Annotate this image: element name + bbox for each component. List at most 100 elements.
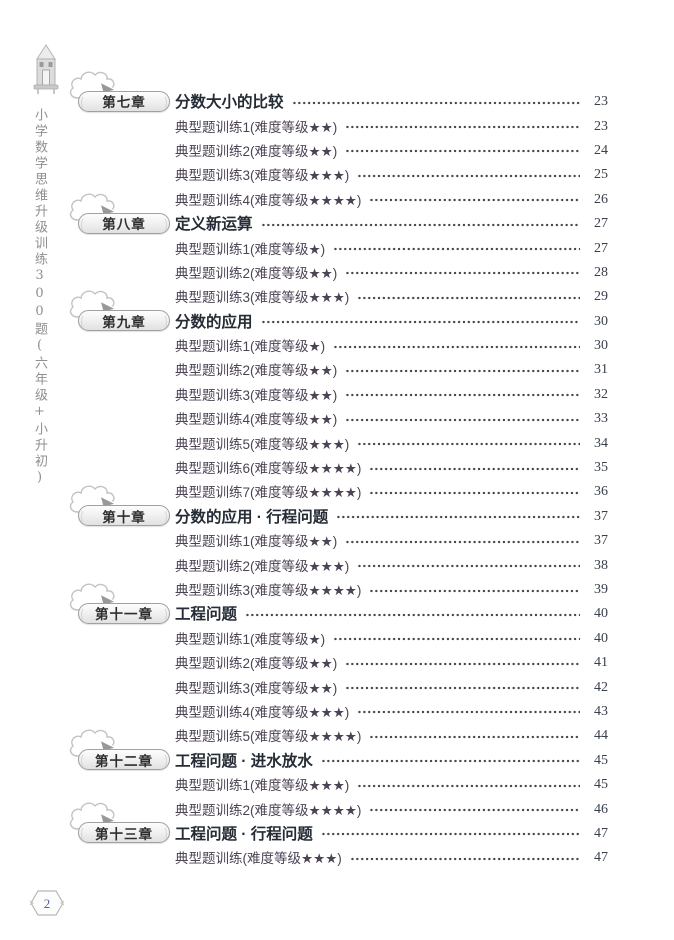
entry-label: 典型题训练3(难度等级★★★★) (175, 583, 362, 598)
entry-label: 典型题训练5(难度等级★★★★) (175, 729, 362, 745)
dot-leader (357, 559, 580, 574)
chapter-title: 工程问题 (175, 606, 238, 624)
dot-leader (320, 827, 580, 842)
toc-entry-row: 典型题训练2(难度等级★★) 31 (78, 357, 608, 381)
entry-label: 典型题训练1(难度等级★★) (175, 119, 338, 135)
toc-entry-row: 典型题训练3(难度等级★★) 42 (78, 674, 608, 698)
toc-entry-row: 典型题训练3(难度等级★★) 32 (78, 382, 608, 406)
dot-leader (336, 510, 580, 525)
entry-label: 典型题训练5(难度等级★★★) (175, 436, 350, 452)
toc-entry-row: 典型题训练4(难度等级★★) 33 (78, 406, 608, 430)
chapter-badge: 第八章 (78, 212, 170, 234)
entry-page-number: 44 (594, 728, 608, 744)
entry-label: 典型题训练1(难度等级★) (175, 339, 326, 355)
chapter-page-number: 45 (594, 752, 608, 768)
toc-entry-row: 典型题训练2(难度等级★★) 41 (78, 650, 608, 674)
entry-page-number: 37 (594, 533, 608, 549)
entry-page-number: 26 (594, 191, 608, 207)
toc-entry-row: 典型题训练6(难度等级★★★★) 35 (78, 455, 608, 479)
dot-leader (320, 754, 580, 769)
toc-entry-row: 典型题训练1(难度等级★) 40 (78, 626, 608, 650)
chapter-badge-wrap: 第七章 (69, 71, 175, 112)
toc-chapter-row: 第八章 定义新运算 27 (69, 193, 608, 235)
chapter-page-number: 23 (594, 94, 608, 110)
dot-leader (345, 144, 580, 159)
chapter-title: 定义新运算 (175, 216, 253, 234)
entry-page-number: 35 (594, 460, 608, 476)
dot-leader (369, 583, 580, 598)
entry-label: 典型题训练3(难度等级★★★) (175, 290, 350, 306)
entry-page-number: 33 (594, 411, 608, 427)
dot-leader (369, 461, 580, 476)
entry-page-number: 42 (594, 679, 608, 695)
toc-entry-row: 典型题训练5(难度等级★★★★) 44 (78, 723, 608, 747)
chapter-badge-wrap: 第十一章 (69, 583, 175, 624)
chapter-page-number: 37 (594, 508, 608, 524)
entry-label: 典型题训练3(难度等级★★) (175, 387, 338, 403)
entry-label: 典型题训练2(难度等级★★) (175, 656, 338, 672)
entry-page-number: 23 (594, 118, 608, 134)
chapter-title: 工程问题 · 进水放水 (175, 752, 313, 770)
dot-leader (245, 607, 580, 622)
toc-entry-row: 典型题训练2(难度等级★★★★) 46 (78, 796, 608, 820)
dot-leader (357, 778, 580, 793)
toc-chapter-row: 第九章 分数的应用 30 (69, 290, 608, 333)
entry-page-number: 34 (594, 435, 608, 451)
pencil-building-icon (28, 44, 64, 105)
entry-label: 典型题训练4(难度等级★★★★) (175, 192, 362, 208)
dot-leader (345, 363, 580, 378)
dot-leader (357, 290, 580, 305)
chapter-badge: 第十三章 (78, 822, 170, 844)
toc-chapter-row: 第十三章 工程问题 · 行程问题 47 (69, 802, 608, 845)
toc-chapter-row: 第十一章 工程问题 40 (69, 583, 608, 625)
entry-label: 典型题训练2(难度等级★★) (175, 143, 338, 159)
toc-chapter-row: 第十章 分数的应用 · 行程问题 37 (69, 485, 608, 528)
chapter-badge: 第九章 (78, 310, 170, 332)
toc: 第七章 分数大小的比较 23 典型题训练1(难度等级★★) 23 典型题训练2(… (69, 71, 608, 870)
entry-label: 典型题训练4(难度等级★★) (175, 412, 338, 428)
entry-page-number: 32 (594, 386, 608, 402)
entry-label: 典型题训练1(难度等级★) (175, 241, 326, 257)
toc-entry-row: 典型题训练1(难度等级★★) 23 (78, 113, 608, 137)
entry-page-number: 46 (594, 801, 608, 817)
entry-label: 典型题训练1(难度等级★★★) (175, 778, 350, 794)
toc-entry-row: 典型题训练5(难度等级★★★) 34 (78, 430, 608, 454)
toc-entry-row: 典型题训练1(难度等级★) 27 (78, 235, 608, 259)
toc-entry-row: 典型题训练2(难度等级★★) 24 (78, 138, 608, 162)
dot-leader (345, 412, 580, 427)
entry-page-number: 28 (594, 264, 608, 280)
entry-label: 典型题训练7(难度等级★★★★) (175, 485, 362, 501)
dot-leader (349, 851, 580, 866)
dot-leader (345, 681, 580, 696)
entry-page-number: 39 (594, 582, 608, 597)
chapter-title: 分数的应用 · 行程问题 (175, 508, 329, 526)
entry-label: 典型题训练4(难度等级★★★) (175, 704, 350, 720)
chapter-badge-wrap: 第十章 (69, 485, 175, 527)
chapter-badge: 第七章 (78, 90, 170, 112)
footer-page-number: 2 (44, 896, 51, 911)
dot-leader (333, 632, 580, 647)
dot-leader (291, 95, 580, 110)
toc-entry-row: 典型题训练3(难度等级★★★) 29 (78, 284, 608, 308)
footer-page-badge: 2 (28, 888, 66, 918)
dot-leader (345, 266, 580, 281)
dot-leader (369, 193, 580, 208)
chapter-badge-wrap: 第十二章 (69, 729, 175, 771)
toc-entry-row: 典型题训练4(难度等级★★★★) 26 (78, 187, 608, 211)
entry-page-number: 24 (594, 142, 608, 158)
chapter-badge: 第十一章 (78, 602, 170, 624)
chapter-page-number: 47 (594, 825, 608, 841)
dot-leader (369, 803, 580, 818)
toc-entry-row: 典型题训练(难度等级★★★) 47 (78, 845, 608, 869)
entry-page-number: 29 (594, 289, 608, 305)
chapter-title: 工程问题 · 行程问题 (175, 825, 313, 843)
entry-label: 典型题训练3(难度等级★★★) (175, 168, 350, 184)
dot-leader (260, 315, 580, 330)
toc-entry-row: 典型题训练7(难度等级★★★★) 36 (78, 479, 608, 503)
entry-page-number: 27 (594, 240, 608, 256)
dot-leader (333, 242, 580, 257)
entry-page-number: 45 (594, 777, 608, 793)
entry-label: 典型题训练2(难度等级★★) (175, 363, 338, 379)
dot-leader (260, 217, 580, 232)
entry-label: 典型题训练6(难度等级★★★★) (175, 461, 362, 477)
